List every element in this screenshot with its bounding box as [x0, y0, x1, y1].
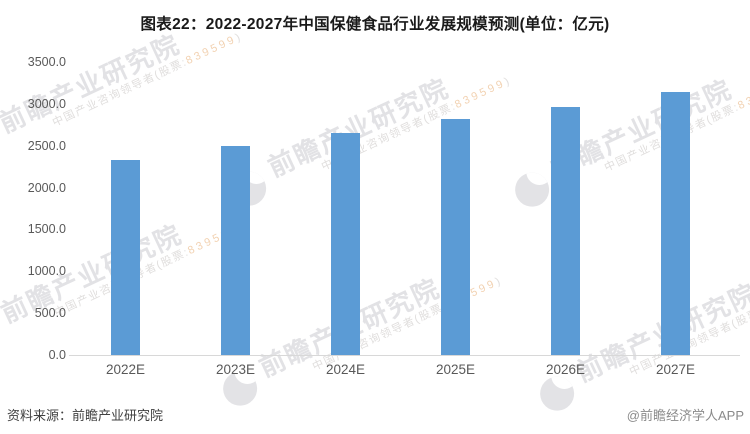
credit-note: @前瞻经济学人APP — [626, 408, 744, 423]
watermark-tagline: 中国产业咨询领导者(股票:839599) — [53, 221, 246, 319]
y-tick-label: 2000.0 — [27, 180, 66, 195]
y-tick-label: 1000.0 — [27, 264, 66, 279]
qianzhan-logo-icon — [0, 312, 5, 358]
y-tick-label: 500.0 — [34, 306, 66, 321]
bar-2022E — [111, 160, 140, 355]
bar-2026E — [551, 107, 580, 355]
x-tick-label: 2025E — [435, 362, 476, 377]
bar-2025E — [441, 119, 470, 355]
watermark-brand: 前瞻产业研究院 — [263, 72, 454, 183]
x-tick-label: 2023E — [215, 362, 256, 377]
y-tick-label: 3000.0 — [27, 96, 66, 111]
source-note: 资料来源：前瞻产业研究院 — [7, 408, 164, 423]
y-tick-label: 3500.0 — [27, 55, 66, 69]
bar-2027E — [661, 91, 690, 355]
watermark: 前瞻产业研究院 中国产业咨询领导者(股票:839599) — [507, 50, 750, 214]
qianzhan-logo-icon — [534, 371, 580, 417]
bar-2024E — [331, 132, 360, 355]
x-tick-label: 2022E — [105, 362, 146, 377]
y-tick-label: 1500.0 — [27, 222, 66, 237]
x-axis-line — [69, 355, 740, 356]
x-tick-label: 2024E — [325, 362, 366, 377]
watermark-tagline: 中国产业咨询领导者(股票:839599) — [50, 30, 244, 130]
bar-2023E — [221, 146, 250, 355]
x-tick-label: 2026E — [545, 362, 586, 377]
qianzhan-logo-icon — [0, 122, 3, 168]
x-tick-label: 2027E — [655, 362, 696, 377]
y-tick-label: 2500.0 — [27, 138, 66, 153]
qianzhan-logo-icon — [509, 167, 555, 213]
y-tick-label: 0.0 — [48, 348, 66, 362]
chart-title: 图表22：2022-2027年中国保健食品行业发展规模预测(单位：亿元) — [140, 16, 610, 33]
